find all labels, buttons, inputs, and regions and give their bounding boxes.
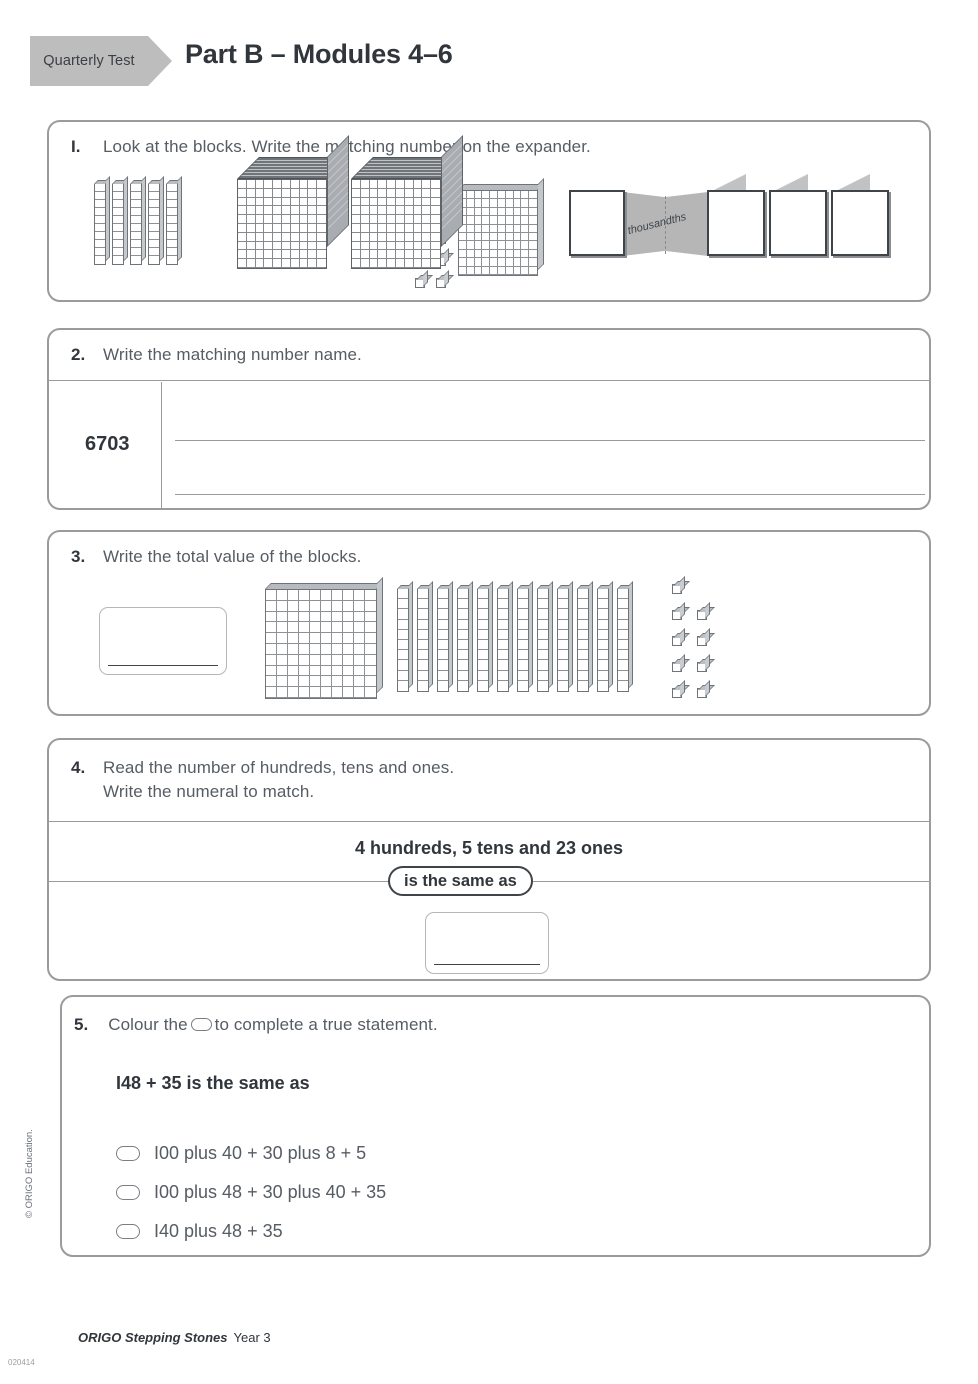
option-row-2[interactable]: I00 plus 48 + 30 plus 40 + 35	[116, 1182, 386, 1203]
rod-block	[166, 176, 182, 265]
answer-line[interactable]	[175, 440, 925, 441]
expander-panel-3[interactable]	[769, 190, 827, 256]
question-2-number: 2.	[71, 345, 86, 364]
page-title: Part B – Modules 4–6	[185, 39, 453, 69]
page-header: Quarterly Test Part B – Modules 4–6	[0, 36, 978, 98]
rod-block	[517, 581, 533, 692]
thousand-cube-block	[237, 135, 349, 269]
expander-panel-1[interactable]	[569, 190, 625, 256]
question-2-header: 2. Write the matching number name.	[71, 345, 362, 365]
rod-block	[477, 581, 493, 692]
unit-cube-block	[697, 636, 707, 646]
expander-fold-crease	[665, 196, 666, 254]
question-5-box: 5. Colour the to complete a true statemen…	[60, 995, 931, 1257]
footer-brand: ORIGO Stepping Stones	[78, 1330, 228, 1345]
footer-year-level: Year 3	[233, 1330, 271, 1345]
option-oval-icon[interactable]	[116, 1224, 140, 1239]
unit-cube-block	[672, 662, 682, 672]
rod-block	[148, 176, 164, 265]
question-4-prompt-line2: Write the numeral to match.	[103, 782, 315, 801]
answer-writing-line	[434, 964, 540, 965]
number-expander[interactable]: thousandths	[569, 174, 909, 270]
rod-block	[437, 581, 453, 692]
question-3-number: 3.	[71, 547, 86, 566]
rod-block	[497, 581, 513, 692]
option-label: I00 plus 40 + 30 plus 8 + 5	[154, 1143, 367, 1163]
answer-writing-line	[108, 665, 218, 666]
question-5-header: 5. Colour the to complete a true statemen…	[74, 1015, 438, 1035]
question-4-number: 4.	[71, 758, 86, 777]
question-2-numeral: 6703	[85, 433, 130, 455]
q3-rods-group	[397, 581, 633, 692]
unit-cube-block	[415, 278, 425, 288]
rod-block	[417, 581, 433, 692]
question-4-statement: 4 hundreds, 5 tens and 23 ones	[354, 838, 624, 858]
unit-cube-block	[672, 636, 682, 646]
unit-cube-block	[436, 278, 446, 288]
question-3-answer-box[interactable]	[99, 607, 227, 675]
question-4-prompt-line1: Read the number of hundreds, tens and on…	[103, 758, 455, 777]
banner-arrow-icon	[148, 36, 172, 86]
document-code: 020414	[8, 1358, 35, 1367]
option-row-1[interactable]: I00 plus 40 + 30 plus 8 + 5	[116, 1143, 366, 1164]
rod-block	[617, 581, 633, 692]
unit-cube-block	[672, 688, 682, 698]
option-row-3[interactable]: I40 plus 48 + 35	[116, 1221, 283, 1242]
question-4-divider-top	[49, 821, 929, 822]
is-the-same-as-pill: is the same as	[388, 866, 533, 896]
q3-unit-cubes-group	[672, 584, 707, 698]
footer-credit: ORIGO Stepping Stones Year 3	[78, 1330, 271, 1345]
unit-cube-block	[697, 662, 707, 672]
rod-block	[537, 581, 553, 692]
question-4-box: 4. Read the number of hundreds, tens and…	[47, 738, 931, 981]
answer-line[interactable]	[175, 494, 925, 495]
question-5-number: 5.	[74, 1015, 89, 1034]
rod-block	[457, 581, 473, 692]
question-1-number: I.	[71, 137, 81, 156]
rod-block	[577, 581, 593, 692]
rod-block	[597, 581, 613, 692]
option-label: I00 plus 48 + 30 plus 40 + 35	[154, 1182, 387, 1202]
flat-block	[265, 577, 383, 699]
question-2-box: 2. Write the matching number name. 6703	[47, 328, 931, 510]
option-oval-icon[interactable]	[116, 1146, 140, 1161]
option-label: I40 plus 48 + 35	[154, 1221, 283, 1241]
rod-block	[112, 176, 128, 265]
question-5-prompt: Colour the to complete a true statement.	[108, 1015, 438, 1035]
question-5-prompt-after: to complete a true statement.	[214, 1015, 438, 1034]
question-1-box: I. Look at the blocks. Write the matchin…	[47, 120, 931, 302]
question-4-answer-box[interactable]	[425, 912, 549, 974]
expander-panel-2[interactable]	[707, 190, 765, 256]
unit-cube-block	[672, 610, 682, 620]
question-5-statement: I48 + 35 is the same as	[116, 1073, 310, 1093]
question-2-prompt: Write the matching number name.	[103, 345, 362, 364]
rod-block	[397, 581, 413, 692]
unit-cube-block	[697, 610, 707, 620]
expander-flap-icon	[834, 174, 870, 192]
rod-block	[557, 581, 573, 692]
option-oval-icon[interactable]	[116, 1185, 140, 1200]
unit-cube-block	[697, 688, 707, 698]
question-4-header: 4. Read the number of hundreds, tens and…	[71, 758, 454, 802]
question-3-box: 3. Write the total value of the blocks.	[47, 530, 931, 716]
unit-cube-block	[672, 584, 682, 594]
question-3-header: 3. Write the total value of the blocks.	[71, 547, 361, 567]
question-5-prompt-before: Colour the	[108, 1015, 188, 1034]
question-3-prompt: Write the total value of the blocks.	[103, 547, 362, 566]
expander-flap-icon	[710, 174, 746, 192]
rod-block	[130, 176, 146, 265]
q1-rods-group	[94, 176, 182, 265]
question-2-column-divider	[161, 382, 162, 508]
flat-block	[458, 178, 544, 276]
expander-flap-icon	[772, 174, 808, 192]
rod-block	[94, 176, 110, 265]
expander-panel-4[interactable]	[831, 190, 889, 256]
oval-icon	[190, 1018, 212, 1031]
thousand-cube-block	[351, 135, 463, 269]
question-2-divider	[49, 380, 929, 381]
banner-label: Quarterly Test	[43, 53, 135, 69]
copyright-notice: © ORIGO Education.	[24, 1129, 35, 1218]
quarterly-test-banner: Quarterly Test	[30, 36, 148, 86]
